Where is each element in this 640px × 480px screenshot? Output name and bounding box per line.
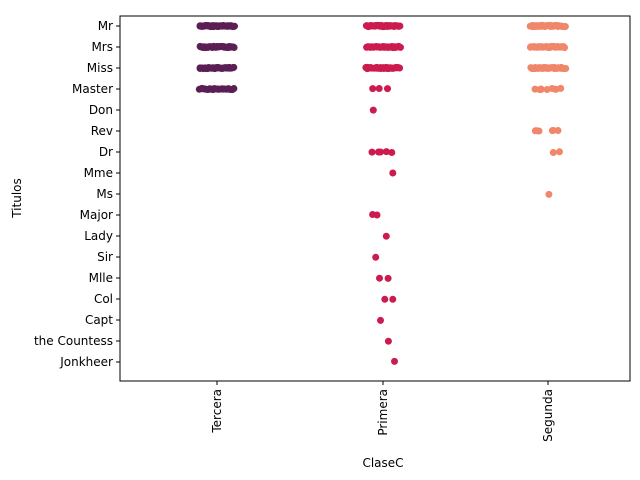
y-axis-label: Titulos (10, 178, 24, 219)
point-primera-lady (382, 232, 390, 240)
point-primera-don (369, 106, 377, 114)
point-primera-mme (389, 169, 397, 177)
y-tick-label-capt: Capt (85, 313, 113, 327)
y-tick-label-mr: Mr (98, 19, 113, 33)
point-tercera-miss (230, 63, 238, 71)
x-tick-label-segunda: Segunda (541, 389, 555, 442)
x-tick-label-primera: Primera (376, 389, 390, 436)
point-segunda-miss (562, 65, 570, 72)
point-primera-col (389, 295, 397, 303)
point-segunda-master (537, 86, 545, 93)
point-segunda-rev (554, 127, 562, 134)
point-primera-master (375, 85, 383, 92)
y-tick-label-mme: Mme (84, 166, 113, 180)
point-tercera-master (230, 85, 238, 92)
plot-frame (119, 15, 631, 382)
y-tick-label-ms: Ms (96, 187, 113, 201)
y-tick-label-lady: Lady (84, 229, 113, 243)
point-primera-miss (396, 64, 404, 72)
y-tick-label-rev: Rev (91, 124, 113, 138)
point-primera-jonkheer (391, 357, 398, 365)
x-axis-label: ClaseC (362, 456, 403, 470)
point-tercera-mr (231, 22, 238, 30)
point-primera-major (369, 211, 377, 218)
point-primera-mlle (384, 274, 392, 282)
point-segunda-ms (545, 190, 553, 198)
point-segunda-mr (561, 23, 569, 30)
point-primera-dr (377, 148, 384, 156)
point-primera-capt (377, 316, 384, 324)
point-segunda-rev (531, 127, 539, 135)
y-tick-label-miss: Miss (87, 61, 113, 75)
point-segunda-rev (548, 127, 556, 135)
point-segunda-dr (549, 149, 557, 156)
point-primera-master (369, 85, 377, 93)
point-primera-dr (382, 148, 390, 156)
point-tercera-mrs (230, 44, 238, 51)
point-primera-mlle (376, 274, 383, 282)
point-primera-sir (372, 253, 380, 261)
point-primera-mrs (397, 43, 404, 51)
y-tick-label-sir: Sir (97, 250, 113, 264)
y-tick-label-col: Col (94, 292, 113, 306)
points-layer (195, 21, 570, 365)
y-tick-label-master: Master (72, 82, 113, 96)
point-primera-dr (388, 149, 396, 156)
y-tick-label-mlle: Mlle (89, 271, 113, 285)
y-tick-label-mrs: Mrs (91, 40, 113, 54)
y-tick-label-dr: Dr (99, 145, 113, 159)
point-primera-dr (368, 148, 376, 156)
y-tick-label-don: Don (89, 103, 113, 117)
point-primera-mr (396, 22, 404, 30)
point-primera-master (384, 85, 391, 93)
y-tick-label-major: Major (80, 208, 113, 222)
point-segunda-master (557, 84, 565, 92)
point-primera-the-countess (384, 337, 392, 345)
point-segunda-master (551, 85, 559, 93)
y-tick-label-the-countess: the Countess (34, 334, 113, 348)
x-axis: Tercera Primera Segunda (210, 381, 555, 442)
y-tick-label-jonkheer: Jonkheer (59, 355, 113, 369)
point-segunda-dr (556, 148, 563, 156)
point-primera-col (381, 295, 389, 303)
x-tick-label-tercera: Tercera (210, 389, 224, 434)
y-axis: Mr Mrs Miss Master Don Rev Dr Mme Ms Major Lady Sir… (34, 19, 120, 369)
point-segunda-mrs (561, 44, 568, 52)
